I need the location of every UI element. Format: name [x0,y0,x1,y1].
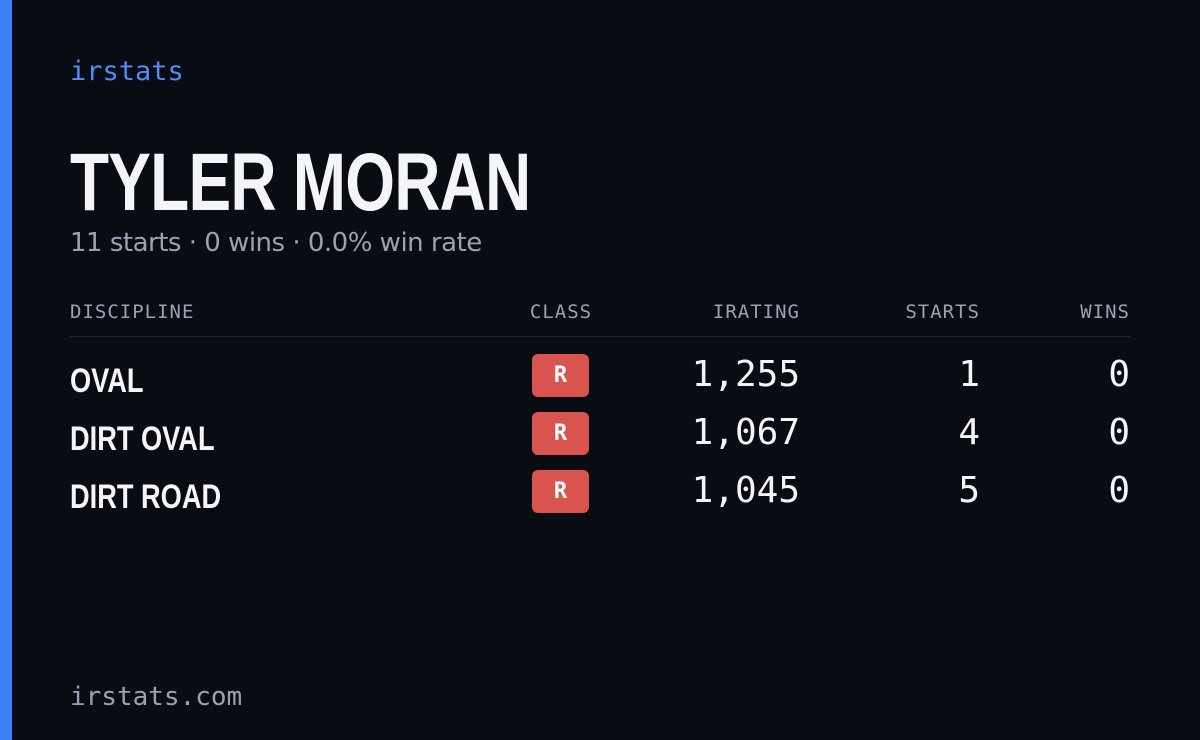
discipline: OVAL [70,362,144,400]
summary: 11 starts · 0 wins · 0.0% win rate [70,228,482,258]
header-rule [70,336,1130,337]
wins: 0 [1108,412,1130,453]
starts: 4 [958,412,980,453]
column-header: STARTS [905,301,980,323]
class-badge: R [532,354,589,397]
irating: 1,255 [691,354,800,395]
column-header: IRATING [712,301,800,323]
column-header: CLASS [529,301,593,323]
class-badge: R [532,470,589,513]
column-header: DISCIPLINE [70,301,195,323]
footer-domain: irstats.com [70,682,243,712]
class-badge: R [532,412,589,455]
accent-bar [0,0,12,740]
discipline: DIRT OVAL [70,420,215,458]
irating: 1,067 [691,412,800,453]
wins: 0 [1108,470,1130,511]
driver-name: TYLER MORAN [70,137,531,228]
starts: 5 [958,470,980,511]
column-header: WINS [1080,301,1130,323]
discipline: DIRT ROAD [70,478,222,516]
irating: 1,045 [691,470,800,511]
starts: 1 [958,354,980,395]
brand: irstats [70,56,184,87]
wins: 0 [1108,354,1130,395]
